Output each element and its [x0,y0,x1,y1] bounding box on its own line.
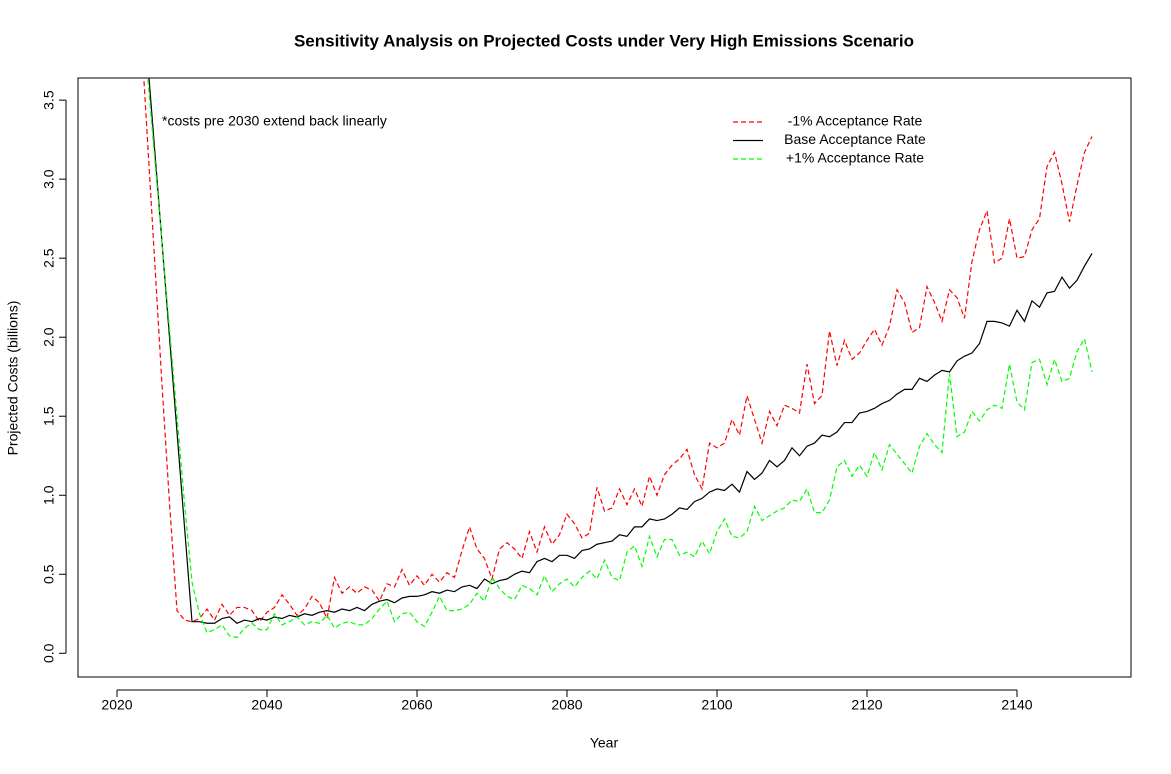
y-tick-label: 2.0 [41,327,57,347]
x-tick-label: 2060 [401,697,432,713]
y-tick-label: 1.5 [41,406,57,426]
legend-label: Base Acceptance Rate [784,131,926,147]
x-tick-label: 2080 [551,697,582,713]
y-tick-label: 2.5 [41,248,57,268]
series-line [148,78,1093,624]
x-tick-label: 2020 [101,697,132,713]
series-line [143,78,1093,623]
y-tick-label: 0.5 [41,564,57,584]
y-tick-label: 3.5 [41,90,57,110]
x-tick-label: 2100 [701,697,732,713]
legend-label: +1% Acceptance Rate [786,150,924,166]
series-line [147,78,1093,639]
x-tick-label: 2140 [1001,697,1032,713]
legend-label: -1% Acceptance Rate [788,113,923,129]
annotation: *costs pre 2030 extend back linearly [162,113,387,129]
y-tick-label: 0.0 [41,643,57,663]
chart-title: Sensitivity Analysis on Projected Costs … [294,31,914,50]
y-axis-label: Projected Costs (billions) [5,301,21,456]
x-tick-label: 2040 [251,697,282,713]
x-axis-label: Year [590,735,619,751]
y-tick-label: 1.0 [41,485,57,505]
plot-frame [77,77,1132,678]
y-tick-label: 3.0 [41,169,57,189]
x-tick-label: 2120 [851,697,882,713]
plot-area [143,78,1093,639]
